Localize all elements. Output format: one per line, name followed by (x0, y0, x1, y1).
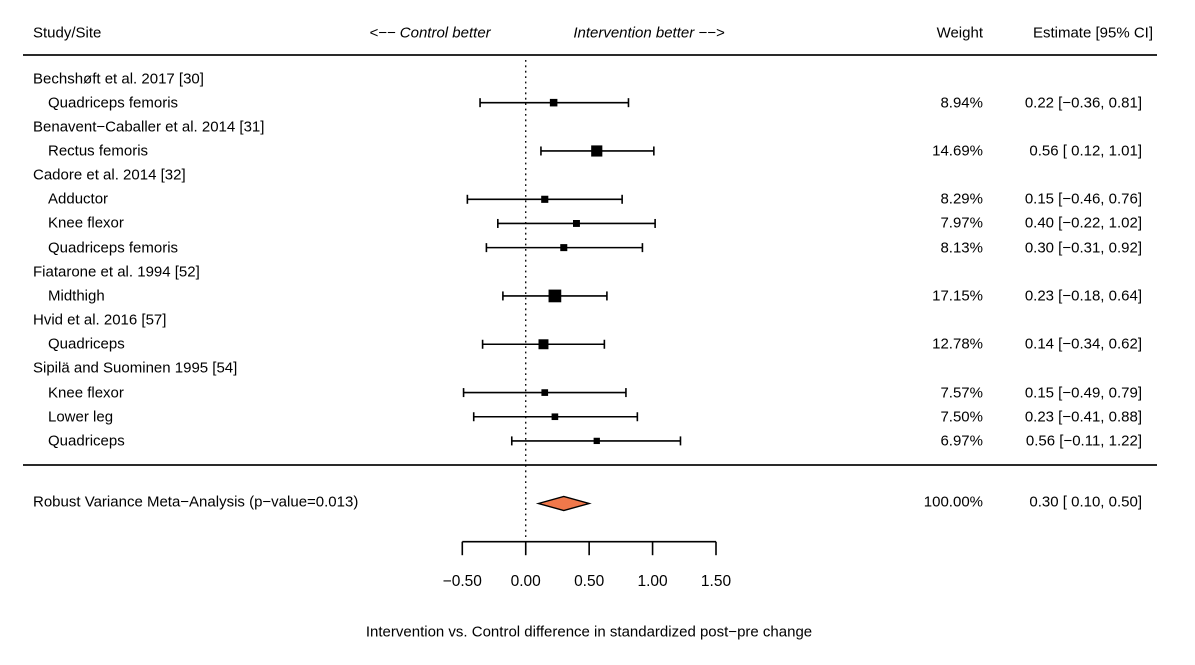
x-axis-tick-label: 0.50 (574, 573, 605, 590)
estimate-value: 0.30 [−0.31, 0.92] (1024, 239, 1142, 257)
site-label: Quadriceps femoris (48, 239, 179, 257)
header-rule (23, 54, 1157, 56)
summary-weight-value: 100.00% (923, 493, 983, 511)
estimate-square (541, 195, 549, 203)
estimate-value: 0.14 [−0.34, 0.62] (1024, 335, 1142, 353)
estimate-value: 0.23 [−0.41, 0.88] (1024, 408, 1142, 426)
weight-value: 6.97% (940, 432, 983, 450)
site-label: Lower leg (48, 408, 114, 426)
estimate-square (560, 244, 568, 252)
estimate-square (541, 389, 549, 396)
summary-rule (23, 464, 1157, 466)
site-label: Midthigh (48, 287, 105, 305)
weight-value: 8.29% (940, 190, 983, 208)
summary-diamond (535, 495, 592, 512)
study-label: Bechshøft et al. 2017 [30] (33, 70, 204, 87)
estimate-value: 0.15 [−0.49, 0.79] (1024, 384, 1142, 402)
weight-value: 12.78% (932, 335, 983, 353)
site-label: Knee flexor (48, 214, 124, 232)
estimate-square (593, 437, 600, 445)
estimate-square (573, 219, 580, 227)
estimate-square (549, 98, 558, 107)
column-header-control-better: <−− Control better (369, 24, 491, 42)
site-label: Quadriceps (48, 432, 125, 450)
estimate-square (538, 339, 549, 350)
study-label: Benavent−Caballer et al. 2014 [31] (33, 118, 265, 136)
column-header-weight: Weight (936, 24, 983, 42)
estimate-value: 0.15 [−0.46, 0.76] (1024, 190, 1142, 208)
estimate-value: 0.23 [−0.18, 0.64] (1024, 287, 1142, 305)
estimate-square (548, 289, 562, 303)
estimate-value: 0.56 [−0.11, 1.22] (1025, 432, 1142, 450)
weight-value: 7.57% (940, 384, 983, 402)
column-header-estimate: Estimate [95% CI] (1032, 24, 1153, 42)
column-header-intervention-better: Intervention better −−> (573, 24, 725, 42)
study-label: Cadore et al. 2014 [32] (33, 166, 186, 184)
study-label: Sipilä and Suominen 1995 [54] (33, 359, 238, 377)
study-label: Fiatarone et al. 1994 [52] (33, 263, 200, 281)
x-axis-title: Intervention vs. Control difference in s… (365, 623, 813, 641)
site-label: Rectus femoris (48, 142, 149, 160)
summary-estimate-value: 0.30 [ 0.10, 0.50] (1029, 493, 1142, 511)
weight-value: 8.13% (940, 239, 983, 257)
estimate-square (551, 413, 559, 421)
x-axis-tick-label: 1.00 (637, 573, 668, 590)
weight-value: 7.50% (940, 408, 983, 426)
column-header-study-site: Study/Site (33, 24, 102, 42)
x-axis-tick-label: 1.50 (701, 573, 732, 590)
weight-value: 14.69% (932, 142, 983, 160)
estimate-value: 0.22 [−0.36, 0.81] (1024, 94, 1142, 112)
x-axis-tick-label: 0.00 (511, 573, 542, 590)
weight-value: 8.94% (940, 94, 983, 112)
weight-value: 7.97% (940, 214, 983, 232)
estimate-value: 0.56 [ 0.12, 1.01] (1029, 142, 1142, 160)
summary-label: Robust Variance Meta−Analysis (p−value=0… (33, 493, 359, 511)
weight-value: 17.15% (932, 287, 983, 305)
estimate-value: 0.40 [−0.22, 1.02] (1024, 214, 1142, 232)
study-label: Hvid et al. 2016 [57] (33, 311, 167, 329)
site-label: Adductor (48, 190, 109, 208)
site-label: Knee flexor (48, 384, 124, 402)
estimate-square (591, 145, 603, 157)
x-axis-tick-label: −0.50 (443, 573, 483, 590)
site-label: Quadriceps femoris (48, 94, 179, 112)
site-label: Quadriceps (48, 335, 125, 353)
